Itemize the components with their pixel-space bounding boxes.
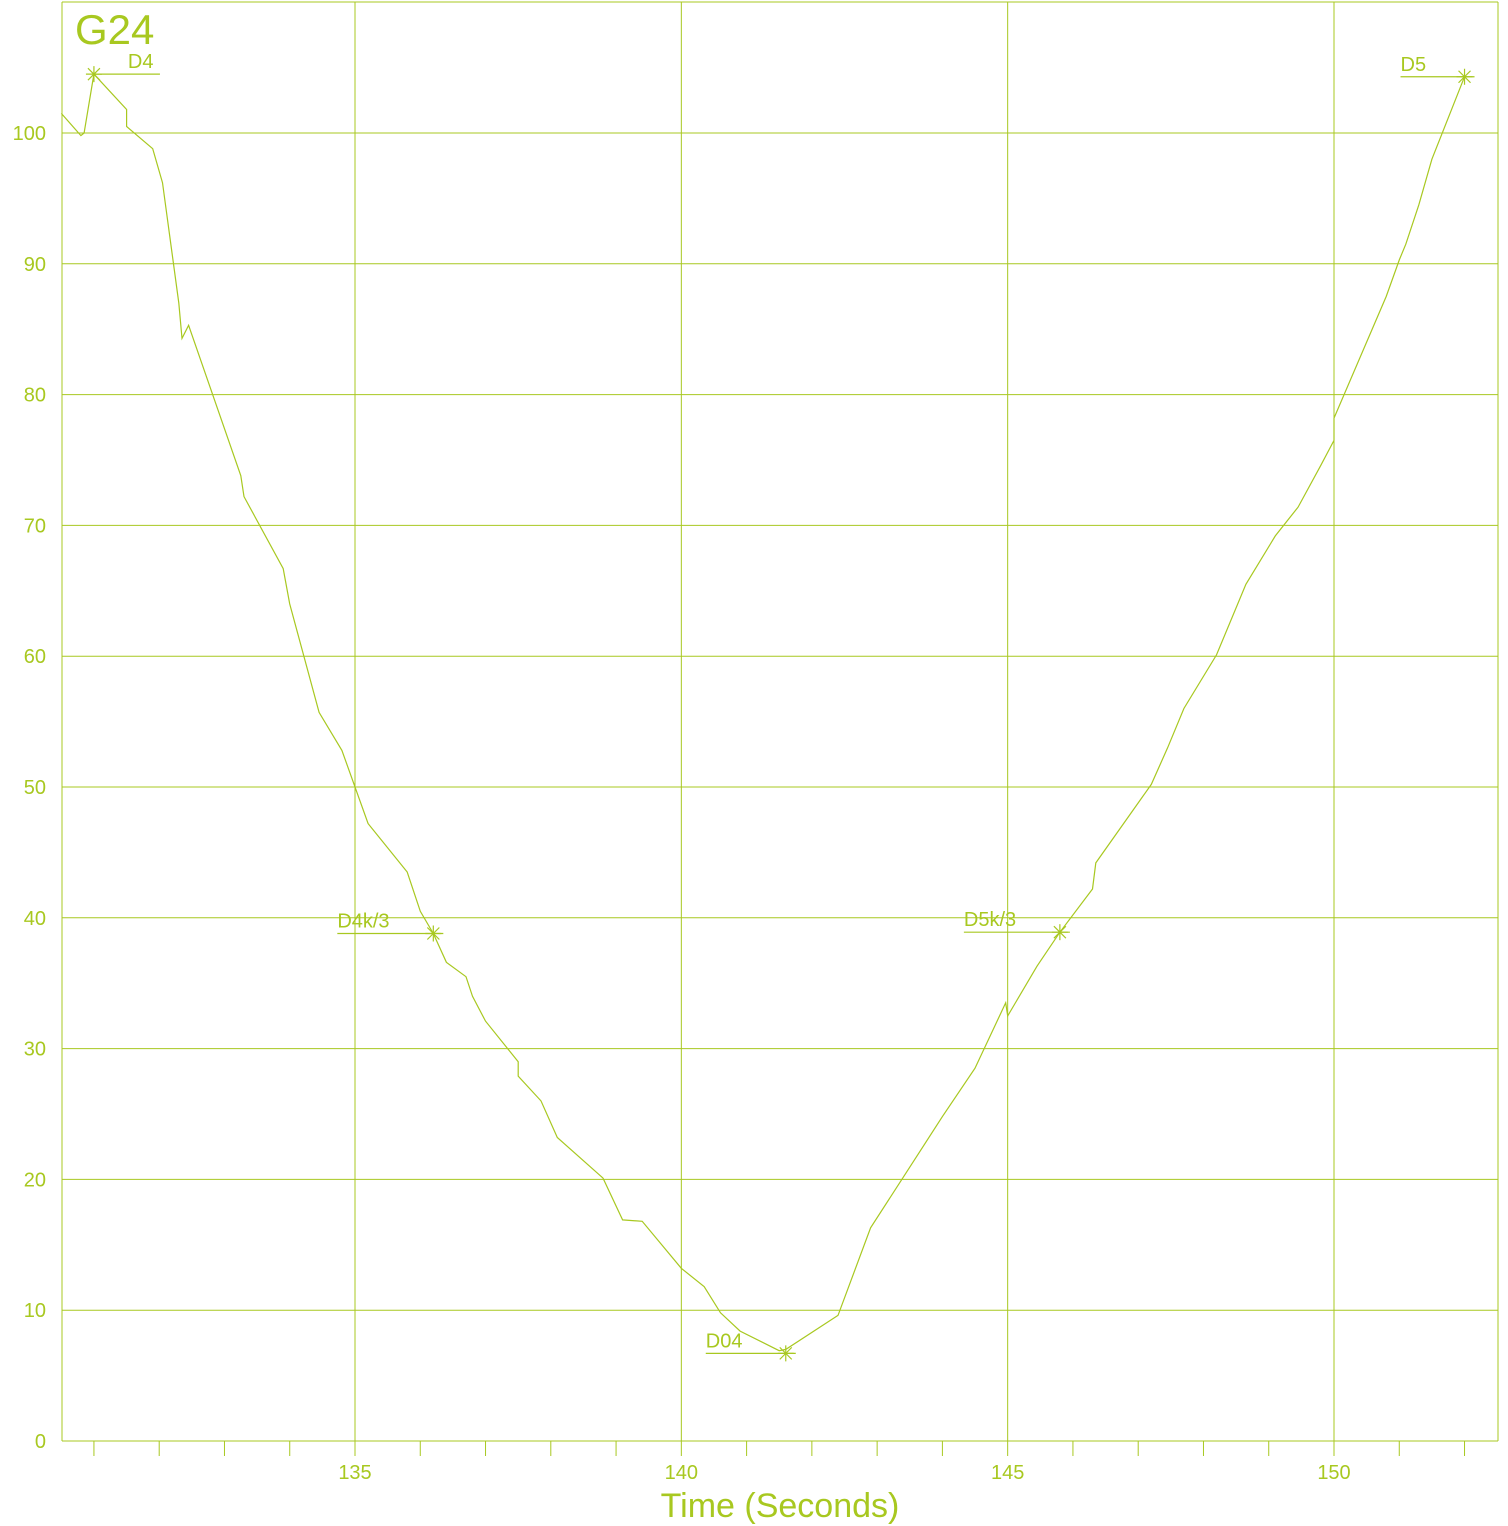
x-tick-label: 135: [338, 1462, 371, 1484]
y-tick-label: 90: [24, 254, 46, 276]
grid-layer: [62, 2, 1498, 1456]
y-tick-label: 60: [24, 646, 46, 668]
x-axis-label: Time (Seconds): [661, 1487, 900, 1525]
annotation-marker: D4: [85, 51, 160, 83]
annotation-label: D4: [128, 51, 154, 73]
y-tick-label: 80: [24, 385, 46, 407]
annotation-marker: D5k/3: [963, 909, 1070, 941]
annotation-marker: D5: [1400, 54, 1475, 85]
x-tick-label: 140: [665, 1462, 698, 1484]
y-tick-label: 100: [13, 123, 46, 145]
y-tick-label: 70: [24, 515, 46, 537]
x-tick-label: 145: [991, 1462, 1024, 1484]
axis-layer: 0 10 20 30 40 50 60 70 80 90 100 135 140 145 150: [13, 1, 1499, 1484]
y-tick-label: 50: [24, 777, 46, 799]
chart-title: G24: [75, 6, 154, 53]
curve-layer: [60, 72, 1466, 1352]
annotation-label: D04: [706, 1330, 743, 1352]
annotation-label: D4k/3: [337, 910, 389, 932]
annotation-marker: D04: [705, 1330, 796, 1362]
y-tick-label: 0: [35, 1431, 46, 1453]
annotation-label: D5k/3: [964, 909, 1016, 931]
series-line: [60, 72, 1466, 1352]
annotation-layer: D4 D4k/3 D04 D5k/3 D5: [85, 51, 1475, 1362]
annotation-marker: D4k/3: [337, 910, 444, 942]
y-tick-label: 30: [24, 1039, 46, 1061]
annotation-label: D5: [1401, 54, 1427, 76]
y-tick-label: 40: [24, 908, 46, 930]
x-tick-label: 150: [1317, 1462, 1350, 1484]
y-tick-label: 10: [24, 1300, 46, 1322]
y-tick-label: 20: [24, 1169, 46, 1191]
